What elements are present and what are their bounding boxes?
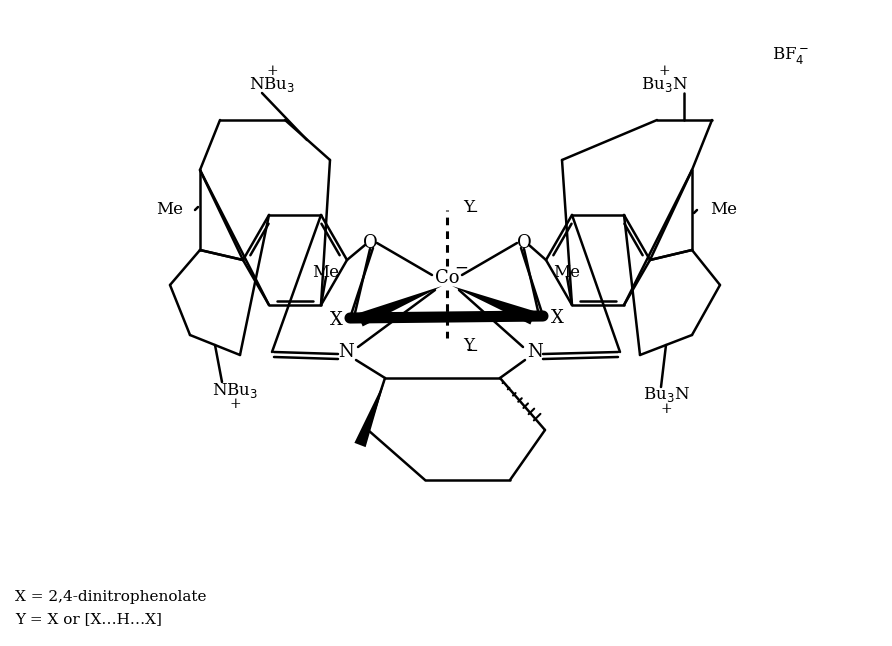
Text: Co: Co <box>434 269 459 287</box>
Polygon shape <box>452 286 535 324</box>
Text: Me: Me <box>156 202 184 218</box>
Text: +: + <box>229 397 241 411</box>
Text: −: − <box>454 260 468 276</box>
Text: Y: Y <box>463 337 474 355</box>
Text: X: X <box>329 311 343 329</box>
Text: Bu$_3$N: Bu$_3$N <box>640 76 688 94</box>
Text: −: − <box>466 205 478 219</box>
Text: O: O <box>363 234 377 252</box>
Text: Bu$_3$N: Bu$_3$N <box>642 386 690 404</box>
Text: Y: Y <box>463 200 474 216</box>
Polygon shape <box>354 380 385 447</box>
Text: −: − <box>466 344 478 358</box>
Text: NBu$_3$: NBu$_3$ <box>212 380 258 399</box>
Text: +: + <box>658 64 670 78</box>
Text: N: N <box>338 343 354 361</box>
Text: +: + <box>660 402 672 416</box>
Text: O: O <box>516 234 532 252</box>
Text: Me: Me <box>711 202 738 218</box>
Text: NBu$_3$: NBu$_3$ <box>249 76 295 94</box>
Text: Y = X or [X…H…X]: Y = X or [X…H…X] <box>15 612 161 626</box>
Text: BF$_4^-$: BF$_4^-$ <box>772 45 808 65</box>
Text: Me: Me <box>312 264 340 280</box>
Polygon shape <box>358 286 442 326</box>
Text: X: X <box>550 309 564 327</box>
Text: N: N <box>527 343 543 361</box>
Text: Me: Me <box>554 264 581 280</box>
Text: +: + <box>266 64 277 78</box>
Text: X = 2,4-dinitrophenolate: X = 2,4-dinitrophenolate <box>15 590 207 604</box>
